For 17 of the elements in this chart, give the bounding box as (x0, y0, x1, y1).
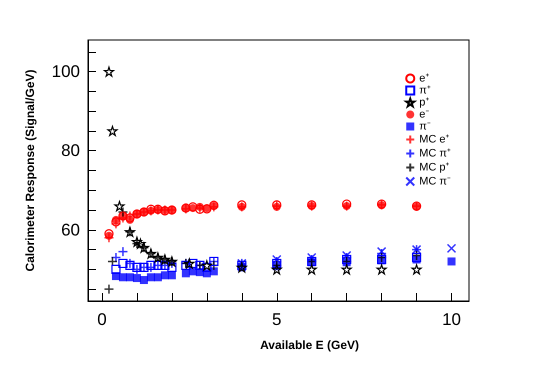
x-tick-label: 5 (272, 310, 282, 329)
legend-label: p⁺ (419, 96, 430, 108)
legend-label: MC e⁺ (419, 134, 450, 146)
legend-label: MC p⁺ (419, 162, 450, 174)
x-axis-title: Available E (GeV) (260, 338, 359, 352)
legend-label: e⁻ (419, 108, 430, 120)
legend-label: π⁻ (419, 120, 431, 132)
y-axis-title: Calorimeter Response (Signal/GeV) (23, 69, 37, 272)
y-tick-label: 80 (61, 141, 80, 160)
legend-label: MC π⁻ (419, 176, 452, 188)
legend-label: π⁺ (419, 84, 431, 96)
y-tick-label: 60 (61, 220, 80, 240)
legend-label: MC π⁺ (419, 148, 452, 160)
x-tick-label: 10 (442, 310, 461, 329)
legend-label: e⁺ (419, 72, 430, 84)
x-tick-label: 0 (97, 310, 107, 329)
y-tick-label: 100 (52, 62, 80, 82)
